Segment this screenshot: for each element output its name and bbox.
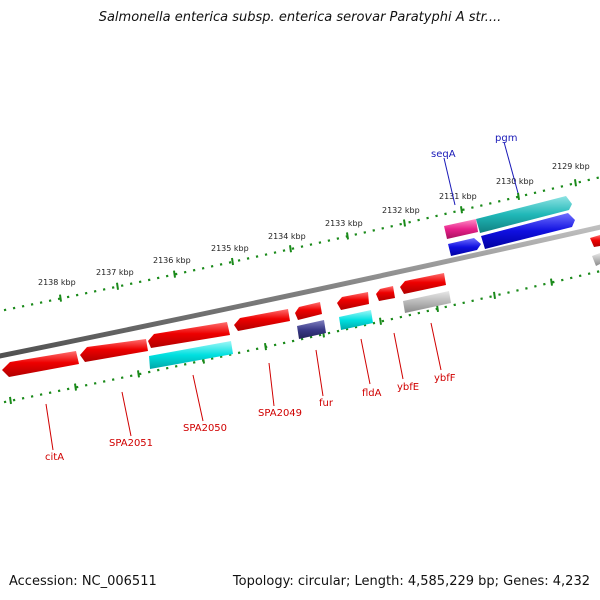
outer-major-tick	[231, 257, 234, 266]
gene-arrow-blue-short[interactable]	[448, 238, 481, 256]
gene-label-cita: citA	[45, 452, 64, 463]
scale-label-2132: 2132 kbp	[382, 206, 420, 215]
gene-arrow-ybff-gray[interactable]	[403, 291, 451, 313]
outer-major-tick	[403, 219, 406, 227]
gene-arrow-flda[interactable]	[337, 292, 369, 310]
gene-arrow-flda-cyan[interactable]	[339, 310, 373, 330]
outer-major-tick	[173, 270, 176, 278]
feature-track-forward	[444, 196, 600, 266]
scale-label-2138: 2138 kbp	[38, 278, 76, 287]
accession-text: Accession: NC_006511	[9, 574, 157, 589]
gene-arrow-edge-gray[interactable]	[592, 253, 600, 266]
gene-label-seqa: seqA	[431, 149, 456, 160]
gene-label-spa2051: SPA2051	[109, 438, 153, 449]
gene-label-ybff: ybfF	[434, 373, 456, 384]
scale-label-2134: 2134 kbp	[268, 232, 306, 241]
gene-arrow-spa2050[interactable]	[148, 322, 230, 348]
inner-major-tick	[9, 396, 12, 405]
scale-label-2129: 2129 kbp	[552, 162, 590, 171]
gene-arrow-edge-red[interactable]	[590, 235, 600, 247]
gene-label-spa2050: SPA2050	[183, 423, 227, 434]
gene-arrow-seqa[interactable]	[444, 219, 478, 239]
scale-label-2136: 2136 kbp	[153, 256, 191, 265]
label-leaders-red	[45, 322, 442, 451]
gene-label-fur: fur	[319, 398, 334, 409]
outer-major-tick	[574, 179, 577, 187]
gene-arrow-ybff[interactable]	[400, 273, 446, 294]
label-leaders-blue	[443, 141, 519, 206]
gene-arrow-cita[interactable]	[2, 351, 79, 377]
inner-major-tick	[137, 370, 140, 378]
gene-label-ybfe: ybfE	[397, 382, 419, 393]
gene-arrow-ybfe[interactable]	[376, 286, 395, 301]
gene-arrow-blue-long[interactable]	[481, 213, 575, 249]
outer-major-tick	[346, 232, 349, 240]
gene-arrow-navy[interactable]	[297, 320, 326, 339]
gene-label-flda: fldA	[362, 388, 382, 399]
gene-arrow-pgm[interactable]	[476, 196, 572, 233]
scale-label-2133: 2133 kbp	[325, 219, 363, 228]
scale-label-2137: 2137 kbp	[96, 268, 134, 277]
topology-summary: Topology: circular; Length: 4,585,229 bp…	[232, 574, 590, 589]
gene-arrow-spa2050-cyan[interactable]	[149, 341, 233, 369]
gene-arrow-fur[interactable]	[295, 302, 322, 320]
feature-track-reverse	[2, 273, 451, 377]
outer-major-tick	[59, 294, 62, 302]
scale-label-2131: 2131 kbp	[439, 192, 477, 201]
gene-label-spa2049: SPA2049	[258, 408, 302, 419]
inner-major-tick	[74, 383, 77, 391]
inner-major-tick	[550, 278, 553, 286]
backbone-arc	[0, 224, 600, 359]
gene-label-pgm: pgm	[495, 133, 517, 144]
scale-label-2135: 2135 kbp	[211, 244, 249, 253]
outer-major-tick	[517, 192, 520, 201]
outer-major-tick	[289, 245, 292, 253]
inner-major-tick	[264, 343, 267, 351]
inner-major-tick	[436, 304, 439, 313]
gene-arrow-spa2051[interactable]	[80, 339, 148, 362]
inner-major-tick	[379, 317, 382, 325]
scale-ticks	[9, 179, 577, 405]
inner-major-tick	[493, 291, 496, 300]
map-title: Salmonella enterica subsp. enterica sero…	[98, 10, 502, 25]
gene-arrow-spa2049[interactable]	[234, 309, 290, 331]
outer-major-tick	[116, 282, 119, 290]
outer-major-tick	[460, 206, 463, 214]
